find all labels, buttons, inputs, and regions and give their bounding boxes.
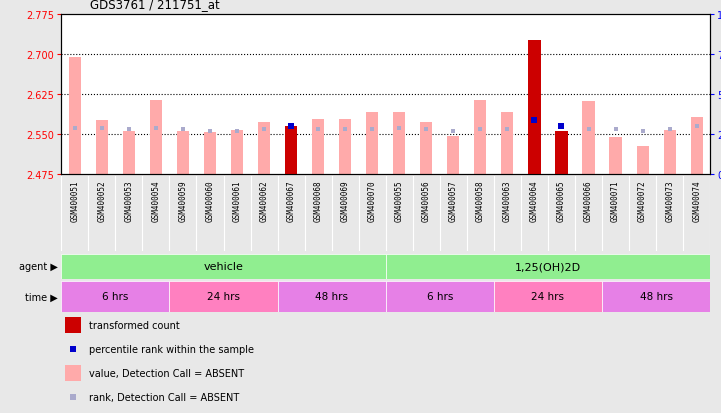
Text: GSM400055: GSM400055 [395, 180, 404, 222]
Bar [96, 120, 108, 175]
Text: GSM400059: GSM400059 [179, 180, 187, 222]
Bar [474, 101, 487, 175]
Text: GSM400053: GSM400053 [125, 180, 133, 222]
Text: GSM400073: GSM400073 [665, 180, 674, 222]
Text: GSM400067: GSM400067 [287, 180, 296, 222]
Bar [637, 147, 649, 175]
Text: 48 hrs: 48 hrs [315, 292, 348, 302]
Text: GSM400058: GSM400058 [476, 180, 485, 222]
Bar [583, 102, 595, 175]
Bar [258, 122, 270, 175]
Text: GSM400063: GSM400063 [503, 180, 512, 222]
Bar [501, 112, 513, 175]
Bar [528, 40, 541, 175]
Text: GSM400074: GSM400074 [692, 180, 701, 222]
Text: GSM400062: GSM400062 [260, 180, 268, 222]
Text: 1,25(OH)2D: 1,25(OH)2D [515, 262, 581, 272]
Text: GSM400060: GSM400060 [205, 180, 214, 222]
Text: GSM400057: GSM400057 [449, 180, 458, 222]
Bar [61, 254, 386, 279]
Bar [169, 281, 278, 312]
Bar [691, 118, 703, 175]
Text: 6 hrs: 6 hrs [102, 292, 128, 302]
Bar [150, 101, 162, 175]
Text: GSM400064: GSM400064 [530, 180, 539, 222]
Bar [278, 281, 386, 312]
Text: 24 hrs: 24 hrs [207, 292, 240, 302]
Text: rank, Detection Call = ABSENT: rank, Detection Call = ABSENT [89, 392, 239, 402]
Bar [65, 365, 81, 381]
Bar [393, 112, 405, 175]
Bar [420, 123, 433, 175]
Text: GDS3761 / 211751_at: GDS3761 / 211751_at [90, 0, 220, 11]
Bar [555, 131, 567, 175]
Text: GSM400071: GSM400071 [611, 180, 620, 222]
Text: GSM400069: GSM400069 [341, 180, 350, 222]
Text: agent ▶: agent ▶ [19, 262, 58, 272]
Bar [386, 254, 710, 279]
Text: GSM400066: GSM400066 [584, 180, 593, 222]
Text: value, Detection Call = ABSENT: value, Detection Call = ABSENT [89, 368, 244, 378]
Bar [663, 131, 676, 175]
Bar [386, 281, 494, 312]
Bar [609, 138, 622, 175]
Bar [231, 131, 243, 175]
Bar [285, 127, 297, 175]
Text: 48 hrs: 48 hrs [640, 292, 673, 302]
Bar [123, 132, 135, 175]
Text: 6 hrs: 6 hrs [427, 292, 453, 302]
Text: GSM400054: GSM400054 [151, 180, 160, 222]
Text: GSM400070: GSM400070 [368, 180, 376, 222]
Bar [312, 120, 324, 175]
Text: percentile rank within the sample: percentile rank within the sample [89, 344, 254, 354]
Bar [177, 131, 189, 175]
Text: GSM400056: GSM400056 [422, 180, 430, 222]
Bar [68, 57, 81, 175]
Bar [494, 281, 602, 312]
Text: 24 hrs: 24 hrs [531, 292, 565, 302]
Text: GSM400072: GSM400072 [638, 180, 647, 222]
Bar [61, 281, 169, 312]
Text: vehicle: vehicle [203, 262, 244, 272]
Bar [366, 113, 379, 175]
Bar [339, 120, 351, 175]
Text: GSM400052: GSM400052 [97, 180, 106, 222]
Text: time ▶: time ▶ [25, 292, 58, 302]
Text: GSM400051: GSM400051 [71, 180, 79, 222]
Bar [602, 281, 710, 312]
Text: GSM400068: GSM400068 [314, 180, 322, 222]
Bar [204, 133, 216, 175]
Text: GSM400061: GSM400061 [233, 180, 242, 222]
Bar [65, 318, 81, 333]
Text: transformed count: transformed count [89, 320, 180, 330]
Text: GSM400065: GSM400065 [557, 180, 566, 222]
Bar [447, 136, 459, 175]
